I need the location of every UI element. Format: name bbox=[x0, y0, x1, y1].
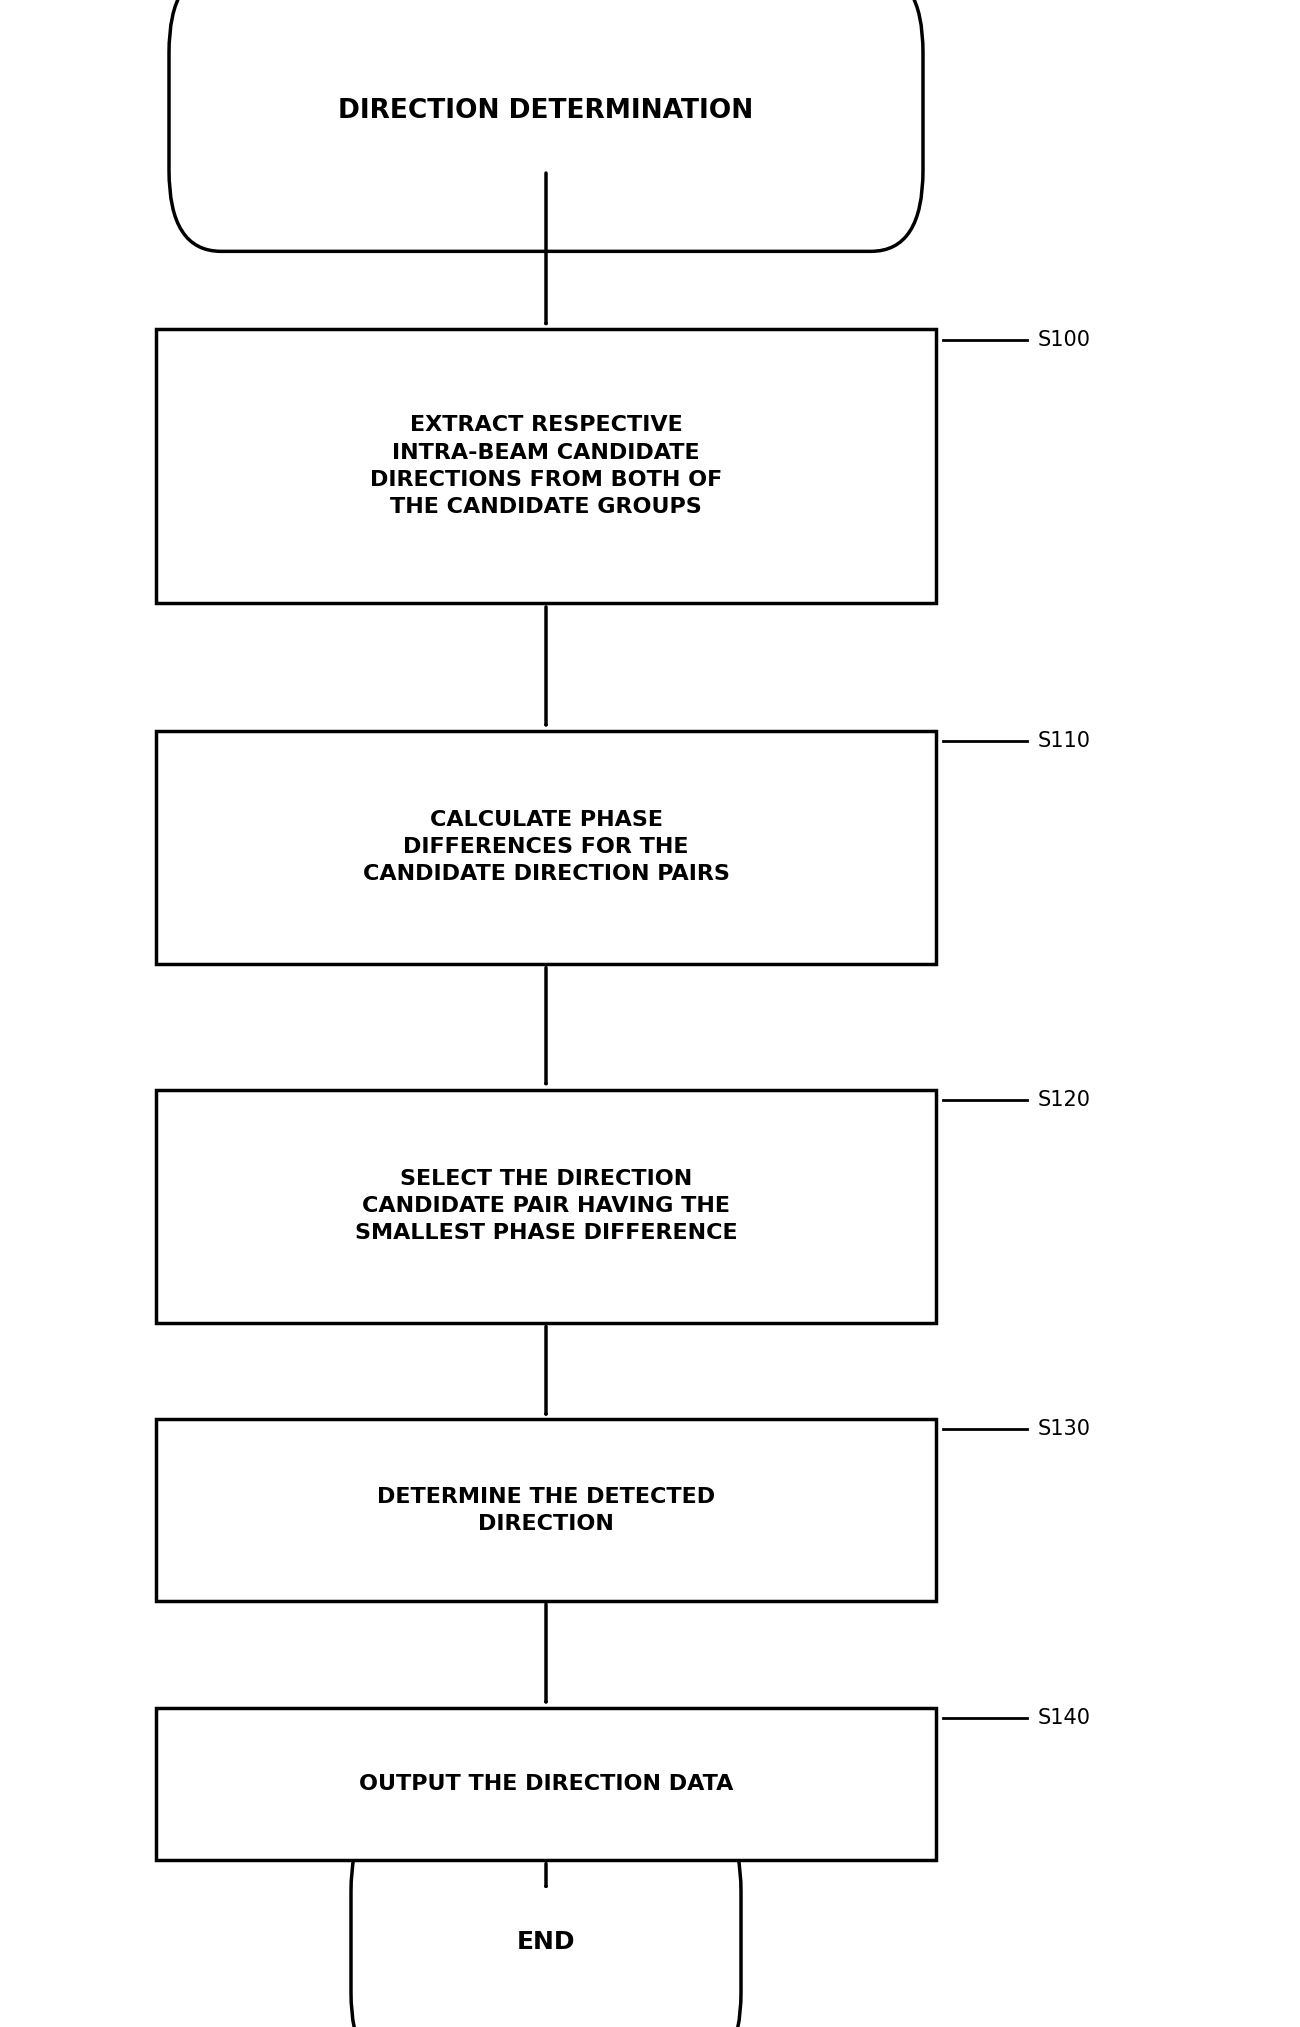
Text: DETERMINE THE DETECTED
DIRECTION: DETERMINE THE DETECTED DIRECTION bbox=[377, 1486, 715, 1534]
Text: CALCULATE PHASE
DIFFERENCES FOR THE
CANDIDATE DIRECTION PAIRS: CALCULATE PHASE DIFFERENCES FOR THE CAND… bbox=[363, 811, 729, 884]
FancyBboxPatch shape bbox=[156, 1707, 936, 1861]
Text: S100: S100 bbox=[1037, 330, 1091, 349]
Text: S140: S140 bbox=[1037, 1709, 1091, 1727]
Text: OUTPUT THE DIRECTION DATA: OUTPUT THE DIRECTION DATA bbox=[359, 1774, 733, 1794]
FancyBboxPatch shape bbox=[156, 1088, 936, 1322]
Text: S110: S110 bbox=[1037, 732, 1091, 750]
Text: SELECT THE DIRECTION
CANDIDATE PAIR HAVING THE
SMALLEST PHASE DIFFERENCE: SELECT THE DIRECTION CANDIDATE PAIR HAVI… bbox=[355, 1170, 737, 1243]
FancyBboxPatch shape bbox=[156, 730, 936, 965]
FancyBboxPatch shape bbox=[351, 1810, 741, 2027]
FancyBboxPatch shape bbox=[169, 0, 923, 251]
Text: EXTRACT RESPECTIVE
INTRA-BEAM CANDIDATE
DIRECTIONS FROM BOTH OF
THE CANDIDATE GR: EXTRACT RESPECTIVE INTRA-BEAM CANDIDATE … bbox=[370, 416, 722, 517]
FancyBboxPatch shape bbox=[156, 1419, 936, 1601]
Text: S120: S120 bbox=[1037, 1091, 1091, 1109]
Text: END: END bbox=[517, 1930, 575, 1954]
FancyBboxPatch shape bbox=[156, 328, 936, 604]
Text: S130: S130 bbox=[1037, 1419, 1091, 1439]
Text: DIRECTION DETERMINATION: DIRECTION DETERMINATION bbox=[338, 99, 754, 124]
